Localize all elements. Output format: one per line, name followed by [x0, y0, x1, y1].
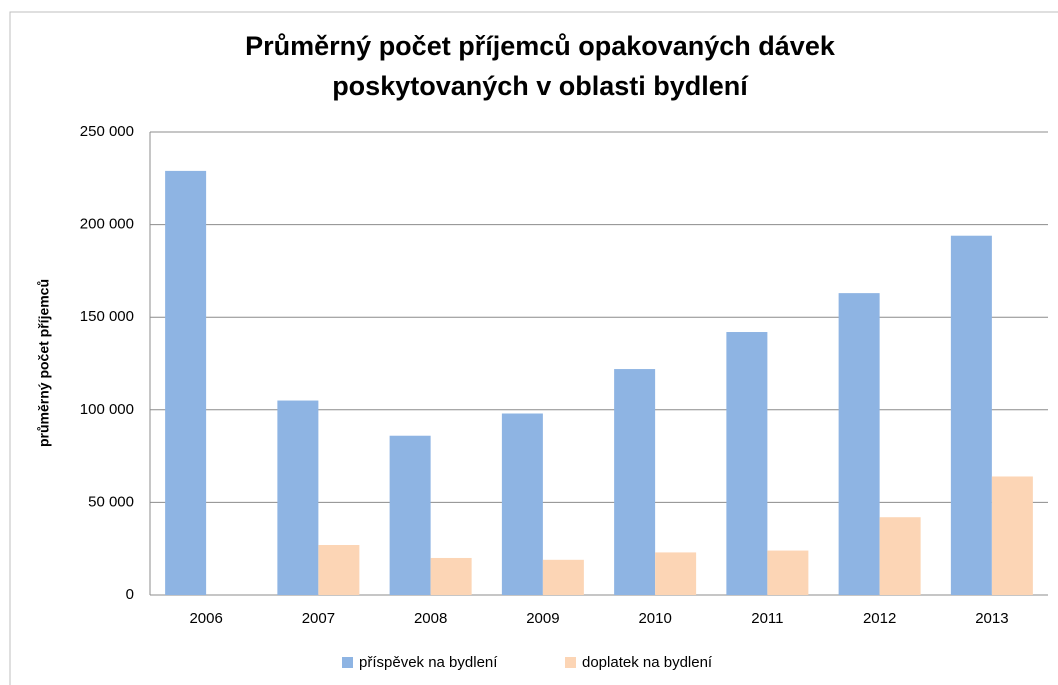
bar — [277, 400, 319, 595]
bar — [318, 544, 360, 595]
chart-title: poskytovaných v oblasti bydlení — [332, 71, 749, 101]
legend-swatch — [342, 657, 353, 668]
legend-label: doplatek na bydlení — [582, 654, 713, 671]
bar — [838, 293, 880, 595]
y-tick-label: 100 000 — [80, 401, 134, 418]
bar — [501, 413, 543, 595]
x-tick-label: 2010 — [638, 610, 671, 627]
y-tick-label: 150 000 — [80, 308, 134, 325]
y-tick-label: 250 000 — [80, 123, 134, 140]
x-tick-label: 2009 — [526, 610, 559, 627]
x-tick-label: 2011 — [751, 610, 783, 627]
x-tick-label: 2013 — [975, 610, 1008, 627]
chart-frame — [9, 11, 1058, 685]
bar — [542, 559, 584, 595]
bar — [614, 369, 656, 595]
bar — [655, 552, 697, 595]
bar — [991, 476, 1033, 595]
x-tick-label: 2012 — [863, 610, 896, 627]
x-tick-label: 2006 — [189, 610, 222, 627]
legend-label: příspěvek na bydlení — [359, 654, 498, 671]
legend-swatch — [565, 657, 576, 668]
y-tick-label: 0 — [126, 586, 134, 603]
bar — [767, 550, 809, 595]
x-tick-label: 2008 — [414, 610, 447, 627]
bar — [389, 435, 431, 595]
bar — [950, 235, 992, 595]
bar — [165, 170, 207, 595]
bar — [430, 557, 472, 595]
y-tick-label: 50 000 — [88, 493, 134, 510]
chart-title: Průměrný počet příjemců opakovaných dáve… — [245, 31, 836, 61]
y-tick-label: 200 000 — [80, 216, 134, 233]
bar — [726, 332, 768, 595]
bar — [879, 517, 921, 595]
x-tick-label: 2007 — [302, 610, 335, 627]
y-axis-title: průměrný počet příjemců — [36, 279, 52, 447]
